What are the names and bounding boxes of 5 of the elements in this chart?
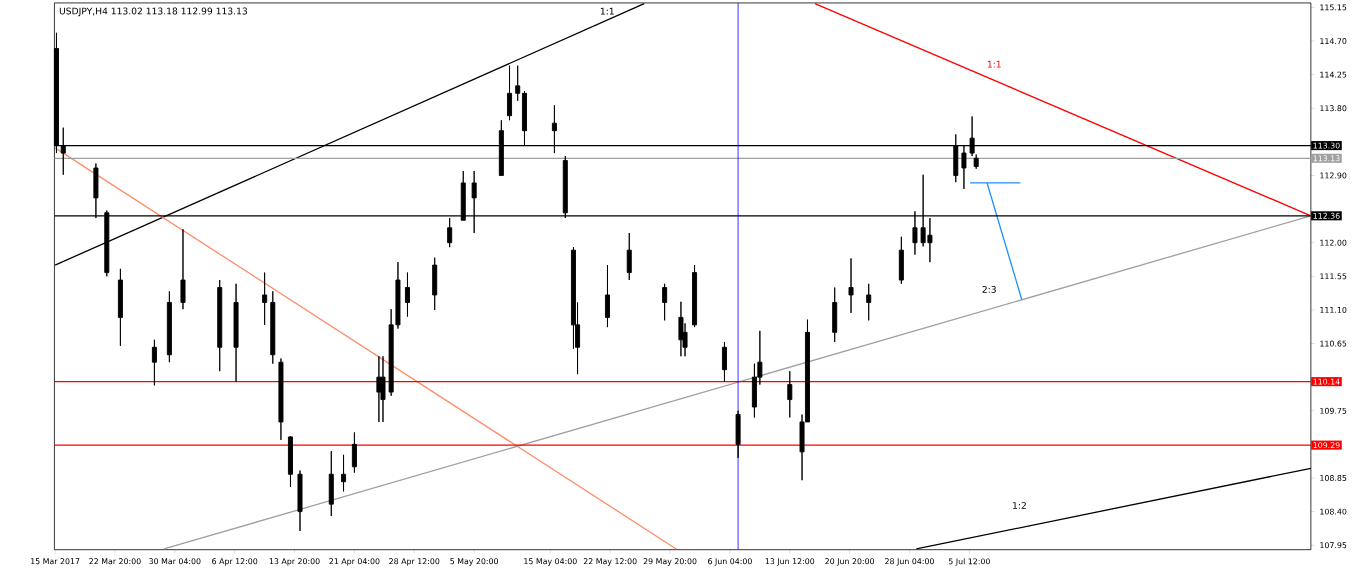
annotation: 1:1 <box>987 60 1001 68</box>
chart-title: USDJPY,H4 113.02 113.18 112.99 113.13 <box>59 7 247 17</box>
annotation: 1:1 <box>600 7 614 15</box>
annotation: 1:2 <box>1013 501 1026 509</box>
annotation: 2:3 <box>982 285 996 293</box>
